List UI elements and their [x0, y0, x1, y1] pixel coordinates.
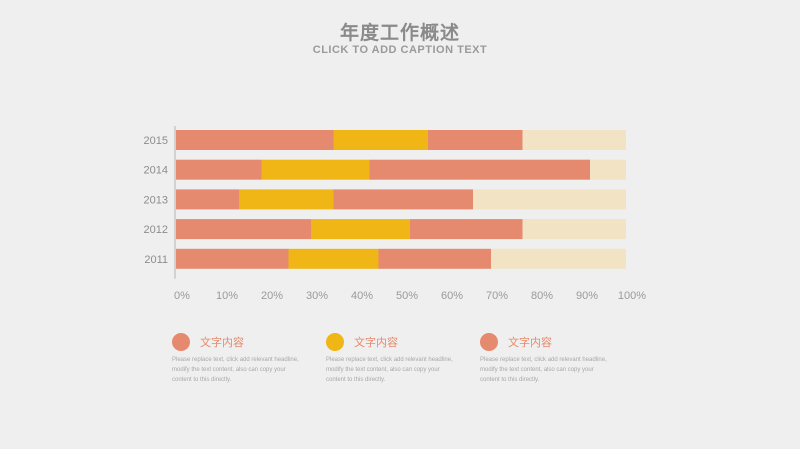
bar-segment: [176, 130, 334, 150]
legend-dot-icon: [326, 333, 344, 351]
bar-segment: [333, 130, 428, 150]
x-tick-label: 100%: [618, 290, 646, 302]
bar-segment: [176, 248, 289, 269]
bar-segment: [522, 130, 626, 150]
bar-segment: [239, 189, 334, 210]
bar-segment: [176, 159, 262, 180]
legend-label: 文字内容: [508, 336, 552, 349]
bar-segment: [410, 219, 523, 240]
bar-segment: [333, 189, 473, 210]
bar-segment: [176, 219, 311, 240]
bar-segment: [288, 248, 379, 269]
x-tick-label: 0%: [174, 290, 190, 302]
y-tick-label: 2011: [144, 254, 168, 266]
legend-description: Please replace text, click add relevant …: [326, 357, 453, 383]
bar-segment: [491, 248, 626, 269]
bar-segment: [369, 159, 590, 180]
bar-segment: [378, 248, 491, 269]
legend-label: 文字内容: [354, 336, 398, 349]
y-tick-label: 2015: [144, 135, 168, 147]
bar-segment: [311, 219, 410, 240]
legend-dot-icon: [480, 333, 498, 351]
y-tick-label: 2014: [144, 165, 168, 177]
x-tick-label: 10%: [216, 290, 238, 302]
x-tick-label: 60%: [441, 290, 463, 302]
legend-label: 文字内容: [200, 336, 244, 349]
bar-segment: [176, 189, 239, 210]
legend-dot-icon: [172, 333, 190, 351]
bar-segment: [473, 189, 626, 210]
legend-description: Please replace text, click add relevant …: [172, 357, 299, 383]
x-tick-label: 50%: [396, 290, 418, 302]
y-tick-label: 2012: [144, 224, 168, 236]
x-tick-label: 40%: [351, 290, 373, 302]
y-tick-label: 2013: [144, 194, 168, 206]
x-tick-label: 20%: [261, 290, 283, 302]
bar-segment: [590, 159, 626, 180]
page-caption: CLICK TO ADD CAPTION TEXT: [312, 44, 488, 56]
page-title: 年度工作概述: [339, 22, 460, 44]
legend-description: Please replace text, click add relevant …: [480, 357, 607, 383]
x-tick-label: 30%: [306, 290, 328, 302]
x-tick-label: 80%: [531, 290, 553, 302]
x-tick-label: 70%: [486, 290, 508, 302]
bar-segment: [428, 130, 523, 150]
x-tick-label: 90%: [576, 290, 598, 302]
bar-segment: [522, 219, 626, 240]
bar-segment: [261, 159, 370, 180]
